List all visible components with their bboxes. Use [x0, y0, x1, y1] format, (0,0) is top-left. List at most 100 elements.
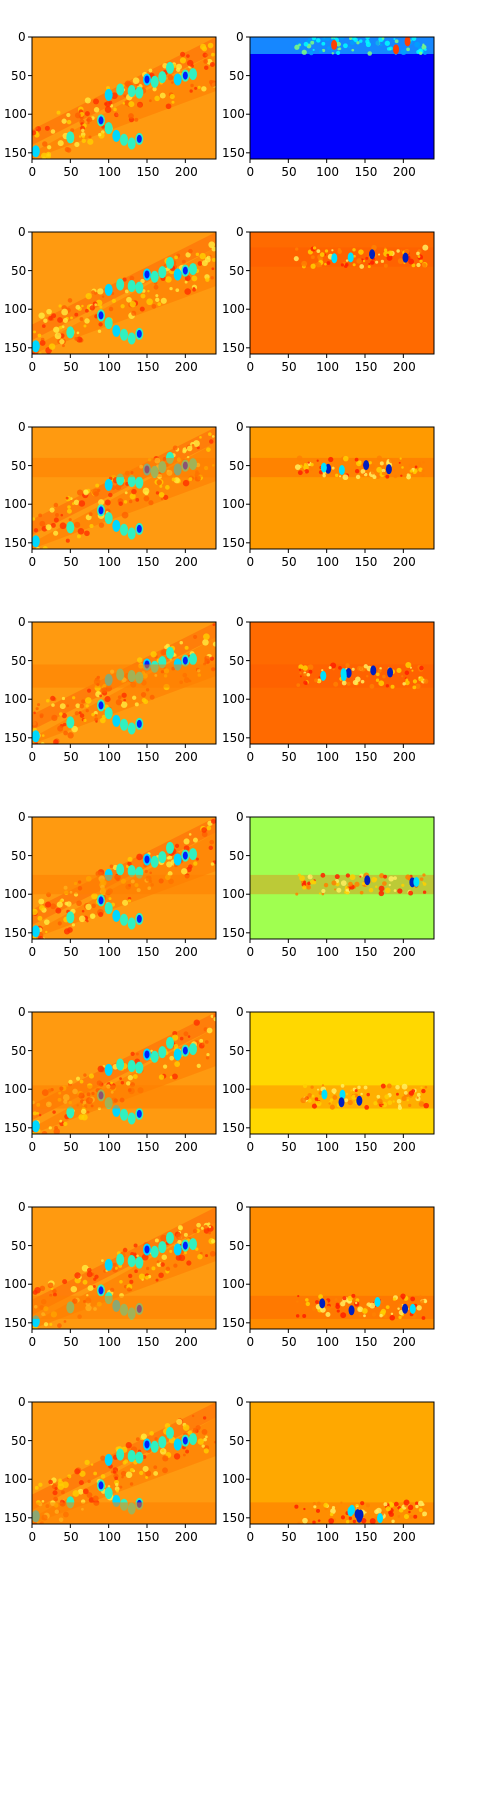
x-tick-label: 100: [316, 1140, 340, 1154]
activation-blob: [402, 1303, 409, 1314]
activation-blob: [374, 1296, 381, 1307]
y-tick-label: 150: [4, 1510, 27, 1525]
x-tick-label: 0: [246, 555, 255, 569]
axes-frame: [31, 231, 217, 355]
y-tick-label: 0: [236, 810, 244, 824]
x-tick-label: 0: [28, 1530, 37, 1544]
x-tick-label: 200: [174, 1530, 198, 1544]
x-tick-label: 100: [316, 1530, 340, 1544]
y-tick-label: 150: [4, 925, 27, 940]
feature-blob: [173, 853, 182, 866]
y-tick-label: 100: [222, 107, 245, 122]
y-tick-label: 100: [222, 1082, 245, 1097]
feature-blob: [127, 1255, 136, 1268]
feature-blob: [104, 283, 113, 296]
y-tick-label: 50: [11, 263, 27, 278]
y-tick-label: 100: [222, 887, 245, 902]
feature-blob: [112, 714, 121, 727]
feature-blob: [66, 131, 75, 144]
feature-blob: [120, 1108, 128, 1121]
feature-blob: [66, 1106, 75, 1119]
feature-blob: [189, 68, 197, 81]
y-tick-label: 50: [11, 653, 27, 668]
x-tick-label: 50: [281, 555, 297, 569]
y-tick-label: 50: [229, 68, 245, 83]
x-tick-label: 100: [316, 360, 340, 374]
feature-blob: [66, 326, 75, 339]
feature-blob: [166, 646, 174, 659]
x-tick-label: 50: [281, 1335, 297, 1349]
activation-blob: [347, 252, 354, 263]
heatmap-background: [250, 817, 434, 939]
activation-blob: [320, 462, 327, 473]
feature-blob: [104, 902, 113, 915]
y-tick-label: 100: [4, 692, 27, 707]
activation-blob: [340, 671, 347, 682]
x-tick-label: 150: [354, 945, 378, 959]
x-tick-label: 100: [316, 165, 340, 179]
x-tick-label: 200: [174, 1140, 198, 1154]
y-tick-label: 100: [4, 302, 27, 317]
feature-blob: [189, 848, 197, 861]
x-tick-label: 50: [63, 945, 79, 959]
activation-blob: [338, 1097, 345, 1108]
feature-blob: [135, 476, 144, 489]
y-tick-label: 100: [4, 1472, 27, 1487]
x-tick-label: 150: [354, 165, 378, 179]
feature-blob: [112, 519, 121, 532]
y-tick-label: 0: [18, 420, 26, 434]
activation-blob: [370, 665, 377, 676]
feature-blob: [158, 1241, 167, 1254]
axes-frame: [249, 36, 435, 160]
y-tick-label: 50: [229, 1238, 245, 1253]
y-tick-label: 100: [4, 107, 27, 122]
feature-blob: [127, 917, 136, 930]
axes-frame: [249, 1401, 435, 1525]
y-tick-label: 0: [18, 1200, 26, 1214]
y-tick-label: 150: [4, 1120, 27, 1135]
x-tick-label: 200: [174, 555, 198, 569]
x-tick-label: 50: [63, 750, 79, 764]
feature-blob: [173, 268, 182, 281]
x-tick-label: 200: [392, 165, 416, 179]
feature-blob: [135, 86, 144, 99]
y-tick-label: 100: [4, 1082, 27, 1097]
y-tick-label: 150: [4, 535, 27, 550]
x-tick-label: 50: [63, 1530, 79, 1544]
activation-blob: [402, 252, 409, 263]
y-tick-label: 150: [222, 1510, 245, 1525]
axes-frame: [31, 1206, 217, 1330]
y-tick-label: 100: [222, 1472, 245, 1487]
activation-blob: [321, 1089, 328, 1100]
y-tick-label: 50: [229, 458, 245, 473]
x-tick-label: 200: [392, 360, 416, 374]
feature-blob: [104, 478, 113, 491]
feature-blob: [189, 1043, 197, 1056]
feature-blob: [166, 61, 174, 74]
feature-blob: [135, 1256, 144, 1269]
x-tick-label: 0: [28, 1335, 37, 1349]
feature-blob: [116, 83, 125, 96]
feature-blob: [66, 911, 75, 924]
axes-frame: [249, 1206, 435, 1330]
x-tick-label: 100: [98, 165, 122, 179]
y-tick-label: 0: [236, 30, 244, 44]
y-tick-label: 150: [222, 730, 245, 745]
activation-blob: [331, 253, 338, 264]
y-tick-label: 150: [4, 730, 27, 745]
x-tick-label: 200: [174, 360, 198, 374]
x-tick-label: 0: [28, 165, 37, 179]
feature-blob: [166, 256, 174, 269]
feature-blob: [32, 1120, 40, 1133]
x-tick-label: 50: [281, 1140, 297, 1154]
y-tick-label: 100: [4, 1277, 27, 1292]
activation-band: [250, 1295, 434, 1319]
y-tick-label: 0: [236, 420, 244, 434]
feature-blob: [116, 278, 125, 291]
feature-blob: [127, 332, 136, 345]
